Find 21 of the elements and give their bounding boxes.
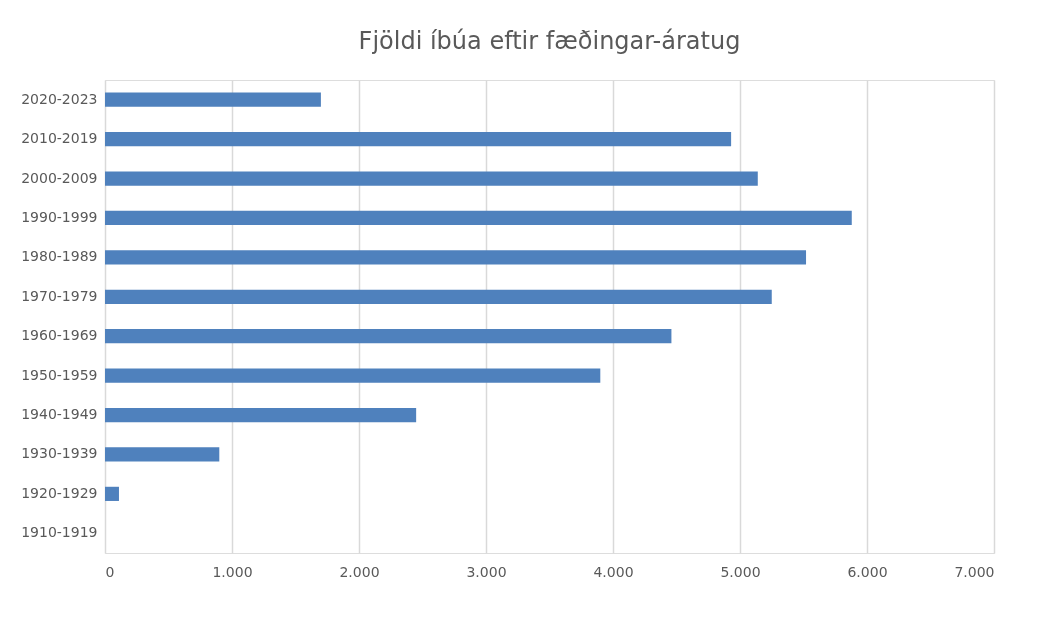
y-tick-label: 1910-1919: [21, 524, 98, 541]
y-tick-label: 2010-2019: [21, 130, 98, 147]
x-tick-label: 1.000: [212, 563, 253, 580]
chart-title: Fjöldi íbúa eftir fæðingar-áratug: [358, 27, 741, 55]
y-tick-label: 1960-1969: [21, 327, 98, 344]
y-tick-label: 1980-1989: [21, 248, 98, 265]
y-tick-label: 1950-1959: [21, 366, 98, 383]
x-tick-label: 6.000: [847, 563, 888, 580]
x-tick-label: 2.000: [339, 563, 380, 580]
y-tick-label: 1930-1939: [21, 445, 98, 462]
y-tick-label: 1970-1979: [21, 287, 98, 304]
y-tick-label: 2000-2009: [21, 169, 98, 186]
x-tick-label: 3.000: [466, 563, 507, 580]
y-tick-label: 1940-1949: [21, 406, 98, 423]
y-tick-label: 1920-1929: [21, 484, 98, 501]
x-tick-label: 5.000: [720, 563, 761, 580]
x-tick-label: 7.000: [954, 563, 995, 580]
y-tick-label: 2020-2023: [21, 90, 98, 107]
y-tick-label: 1990-1999: [21, 208, 98, 225]
x-tick-label: 4.000: [593, 563, 634, 580]
x-tick-label: 0: [105, 563, 115, 580]
